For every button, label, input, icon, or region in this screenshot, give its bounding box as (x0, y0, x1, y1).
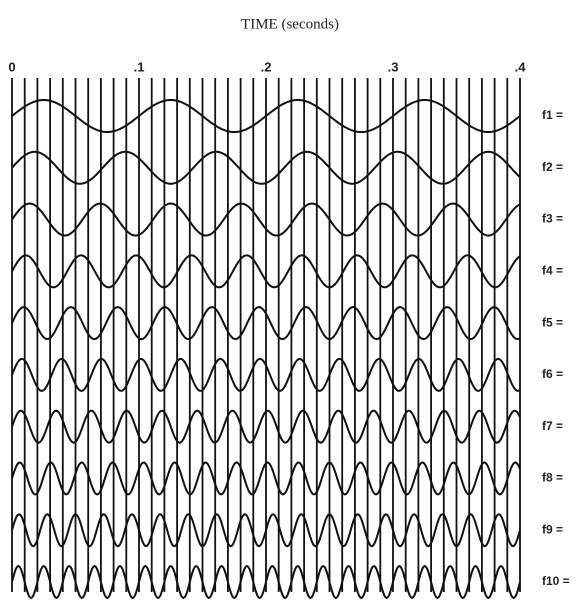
wave-label: f1 = (542, 108, 563, 122)
wave (11, 461, 521, 496)
wave (11, 357, 521, 392)
wave-label: f10 = (542, 574, 570, 588)
wave-label: f4 = (542, 264, 563, 278)
wave-label: f5 = (542, 315, 563, 329)
wave (11, 513, 521, 548)
wave (11, 254, 521, 289)
wave-label: f3 = (542, 212, 563, 226)
wave-label: f2 = (542, 160, 563, 174)
wave (11, 409, 521, 444)
wave (11, 202, 521, 237)
x-tick-label: 0 (8, 59, 15, 74)
wave-label: f6 = (542, 367, 563, 381)
x-tick-label: .3 (388, 59, 399, 74)
chart-title: TIME (seconds) (241, 16, 339, 32)
wave-label: f7 = (542, 419, 563, 433)
wave-label: f8 = (542, 471, 563, 485)
x-tick-label: .2 (261, 59, 272, 74)
wave (11, 564, 521, 600)
wave (11, 306, 521, 341)
wave (11, 150, 521, 185)
x-tick-label: .4 (515, 59, 527, 74)
wave-label: f9 = (542, 522, 563, 536)
x-tick-label: .1 (134, 59, 145, 74)
wave (11, 98, 521, 134)
